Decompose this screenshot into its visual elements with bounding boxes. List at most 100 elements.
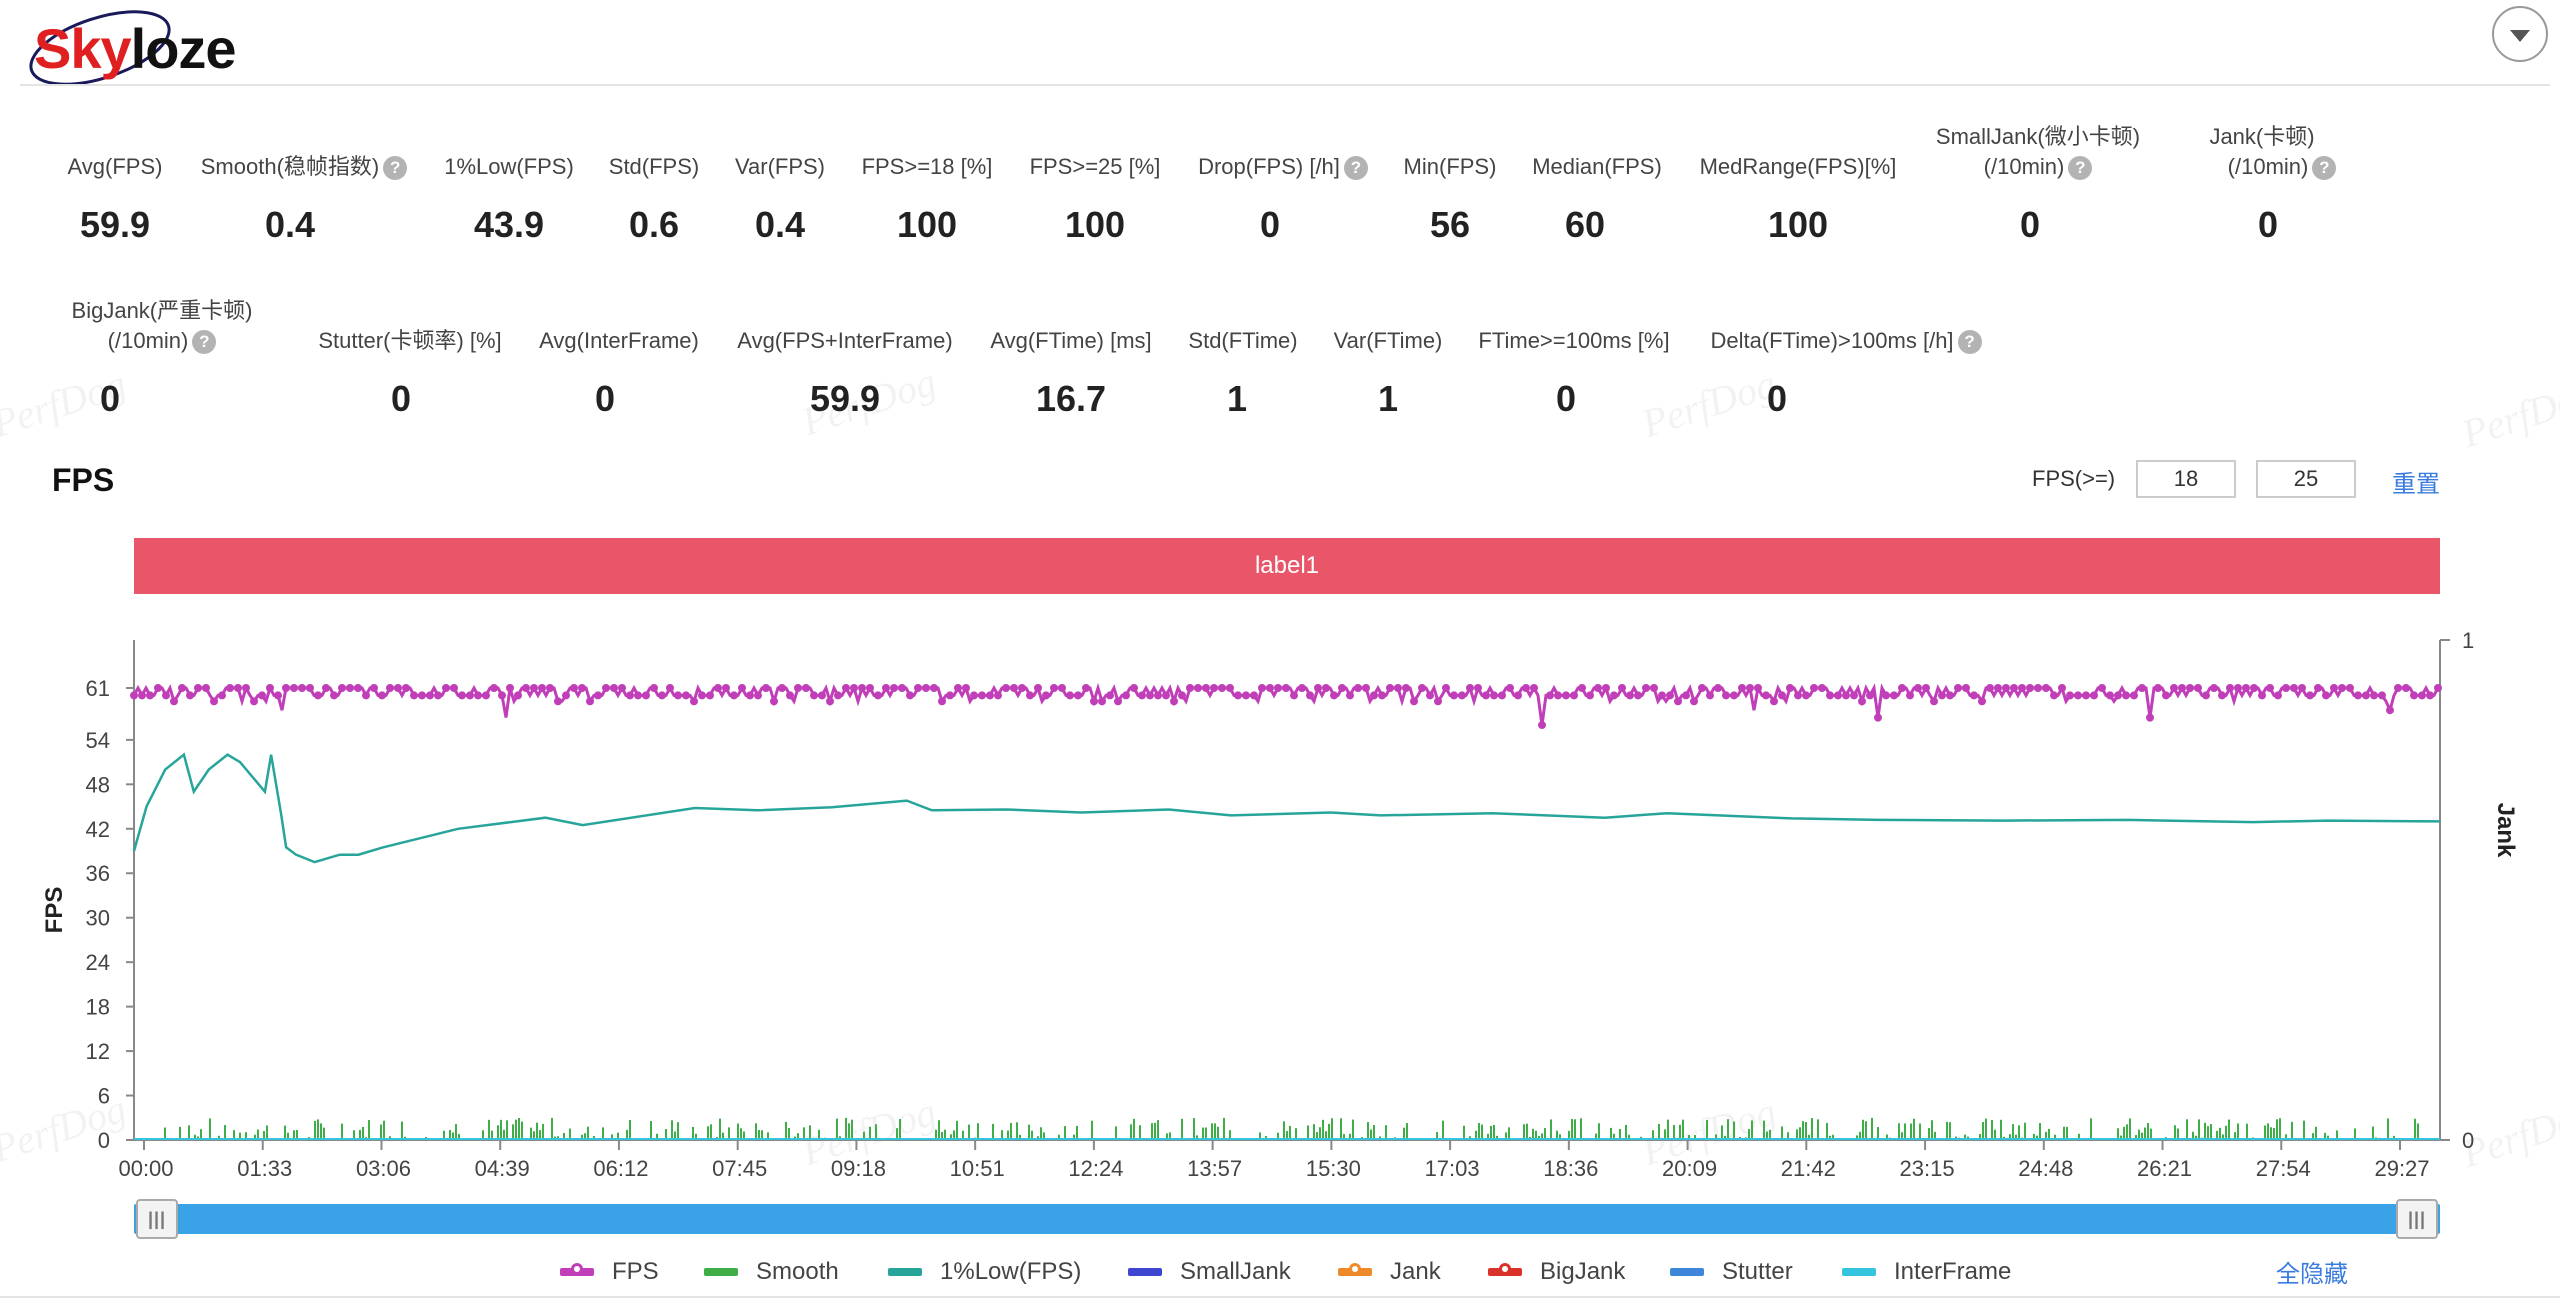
- x-tick-label: 15:30: [1306, 1156, 1361, 1181]
- series-fps-point: [2170, 684, 2178, 692]
- metric-label-unit: (/10min): [2227, 154, 2309, 179]
- metric-value: 0: [99, 378, 121, 419]
- legend-item-stutter[interactable]: Stutter: [1670, 1254, 1793, 1290]
- series-fps-point: [1666, 691, 1674, 700]
- series-fps-point: [2274, 691, 2282, 700]
- smooth-bar: [1571, 1119, 1573, 1140]
- y-tick-label: 36: [86, 861, 110, 886]
- smooth-bar: [563, 1133, 565, 1140]
- collapse-button[interactable]: [2492, 6, 2548, 62]
- smooth-bar: [1532, 1128, 1534, 1140]
- series-fps-point: [1074, 691, 1082, 700]
- smooth-bar: [2195, 1135, 2197, 1140]
- smooth-bar: [2009, 1134, 2011, 1140]
- series-fps-point: [1026, 691, 1034, 700]
- threshold-input-2[interactable]: [2256, 460, 2356, 498]
- help-icon[interactable]: ?: [2068, 156, 2093, 181]
- legend-label: InterFrame: [1894, 1258, 2012, 1285]
- help-icon[interactable]: ?: [2312, 156, 2337, 181]
- smooth-bar: [218, 1135, 220, 1140]
- series-fps-point: [2314, 684, 2322, 692]
- legend-item-smooth[interactable]: Smooth: [704, 1254, 839, 1290]
- series-fps-point: [810, 691, 818, 700]
- smooth-bar: [767, 1132, 769, 1140]
- series-fps-point: [2186, 684, 2194, 692]
- series-fps-point: [2338, 684, 2346, 692]
- help-icon[interactable]: ?: [383, 156, 408, 181]
- smooth-bar: [1679, 1124, 1681, 1140]
- legend-item-fps[interactable]: FPS: [560, 1254, 659, 1290]
- series-fps-point: [1066, 691, 1074, 700]
- series-fps-point: [794, 684, 802, 692]
- smooth-bar: [665, 1129, 667, 1140]
- series-fps-point: [522, 684, 530, 692]
- series-fps-point: [1402, 684, 1410, 692]
- metric-value: 0: [2257, 204, 2279, 245]
- smooth-bar: [1229, 1130, 1231, 1140]
- series-fps-point: [1794, 691, 1802, 700]
- series-fps-point: [658, 691, 666, 700]
- legend-item-interframe[interactable]: InterFrame: [1842, 1254, 2011, 1290]
- hide-all-button[interactable]: 全隐藏: [2276, 1261, 2348, 1288]
- legend-item-1pct-low[interactable]: 1%Low(FPS): [888, 1254, 1081, 1290]
- series-fps-point: [1506, 684, 1514, 692]
- threshold-input-1[interactable]: [2136, 460, 2236, 498]
- help-icon[interactable]: ?: [192, 330, 217, 355]
- smooth-bar: [1802, 1121, 1804, 1140]
- smooth-bar: [1115, 1126, 1117, 1140]
- series-fps-point: [1330, 691, 1338, 700]
- series-fps-point: [1546, 691, 1554, 700]
- smooth-bar: [584, 1133, 586, 1140]
- smooth-bar: [1928, 1128, 1930, 1140]
- smooth-bar: [1295, 1128, 1297, 1140]
- series-fps-point: [394, 684, 402, 692]
- series-fps-point: [1130, 684, 1138, 692]
- series-fps-point: [2178, 684, 2186, 692]
- metric-avg-interframe: Avg(InterFrame) 0: [528, 326, 710, 419]
- series-fps-point: [970, 691, 978, 700]
- smooth-bar: [1733, 1121, 1735, 1140]
- legend-item-bigjank[interactable]: BigJank: [1488, 1254, 1625, 1290]
- smooth-bar: [482, 1130, 484, 1140]
- smooth-bar: [1787, 1132, 1789, 1140]
- metric-value: 0: [2019, 204, 2041, 245]
- help-icon[interactable]: ?: [1957, 330, 1982, 355]
- smooth-bar: [2228, 1119, 2230, 1140]
- fps-chart[interactable]: 0 6 12 18 24 30 36 42 48 54 61 0 1 00:00 01:33 03:06 04:…: [0, 600, 2560, 1200]
- series-fps-point: [130, 691, 138, 700]
- range-handle-right[interactable]: |||: [2396, 1199, 2438, 1239]
- smooth-bar: [953, 1130, 955, 1140]
- series-fps-point: [1906, 691, 1914, 700]
- series-fps-point: [386, 684, 394, 692]
- smooth-bar: [296, 1129, 298, 1140]
- series-fps-point: [1034, 684, 1042, 692]
- smooth-bar: [728, 1127, 730, 1140]
- smooth-bar: [2324, 1132, 2326, 1140]
- reset-button[interactable]: 重置: [2392, 471, 2440, 498]
- series-fps-point: [906, 691, 914, 700]
- series-fps-point: [690, 697, 698, 706]
- help-icon[interactable]: ?: [1343, 156, 1368, 181]
- series-fps-point: [298, 684, 306, 692]
- smooth-bar: [1862, 1119, 1864, 1140]
- range-handle-left[interactable]: |||: [136, 1199, 178, 1239]
- smooth-bar: [1307, 1125, 1309, 1140]
- legend-label: Jank: [1390, 1258, 1441, 1285]
- legend-item-jank[interactable]: Jank: [1338, 1254, 1441, 1290]
- series-fps-point: [1762, 691, 1770, 700]
- range-slider-track[interactable]: [134, 1204, 2440, 1234]
- smooth-bar: [1211, 1123, 1213, 1140]
- label-bar[interactable]: label1: [134, 538, 2440, 594]
- series-fps-point: [2266, 684, 2274, 692]
- series-fps-point: [2194, 684, 2202, 692]
- smooth-bar: [512, 1124, 514, 1140]
- legend-item-smalljank[interactable]: SmallJank: [1128, 1254, 1291, 1290]
- series-fps-point: [954, 684, 962, 692]
- metric-std-fps: Std(FPS) 0.6: [596, 152, 712, 245]
- smooth-bar: [785, 1121, 787, 1140]
- series-fps-point: [274, 691, 282, 700]
- smooth-bar: [1613, 1133, 1615, 1140]
- smooth-bar: [1946, 1121, 1948, 1140]
- smooth-bar: [740, 1128, 742, 1140]
- metric-var-ftime: Var(FTime) 1: [1326, 326, 1450, 419]
